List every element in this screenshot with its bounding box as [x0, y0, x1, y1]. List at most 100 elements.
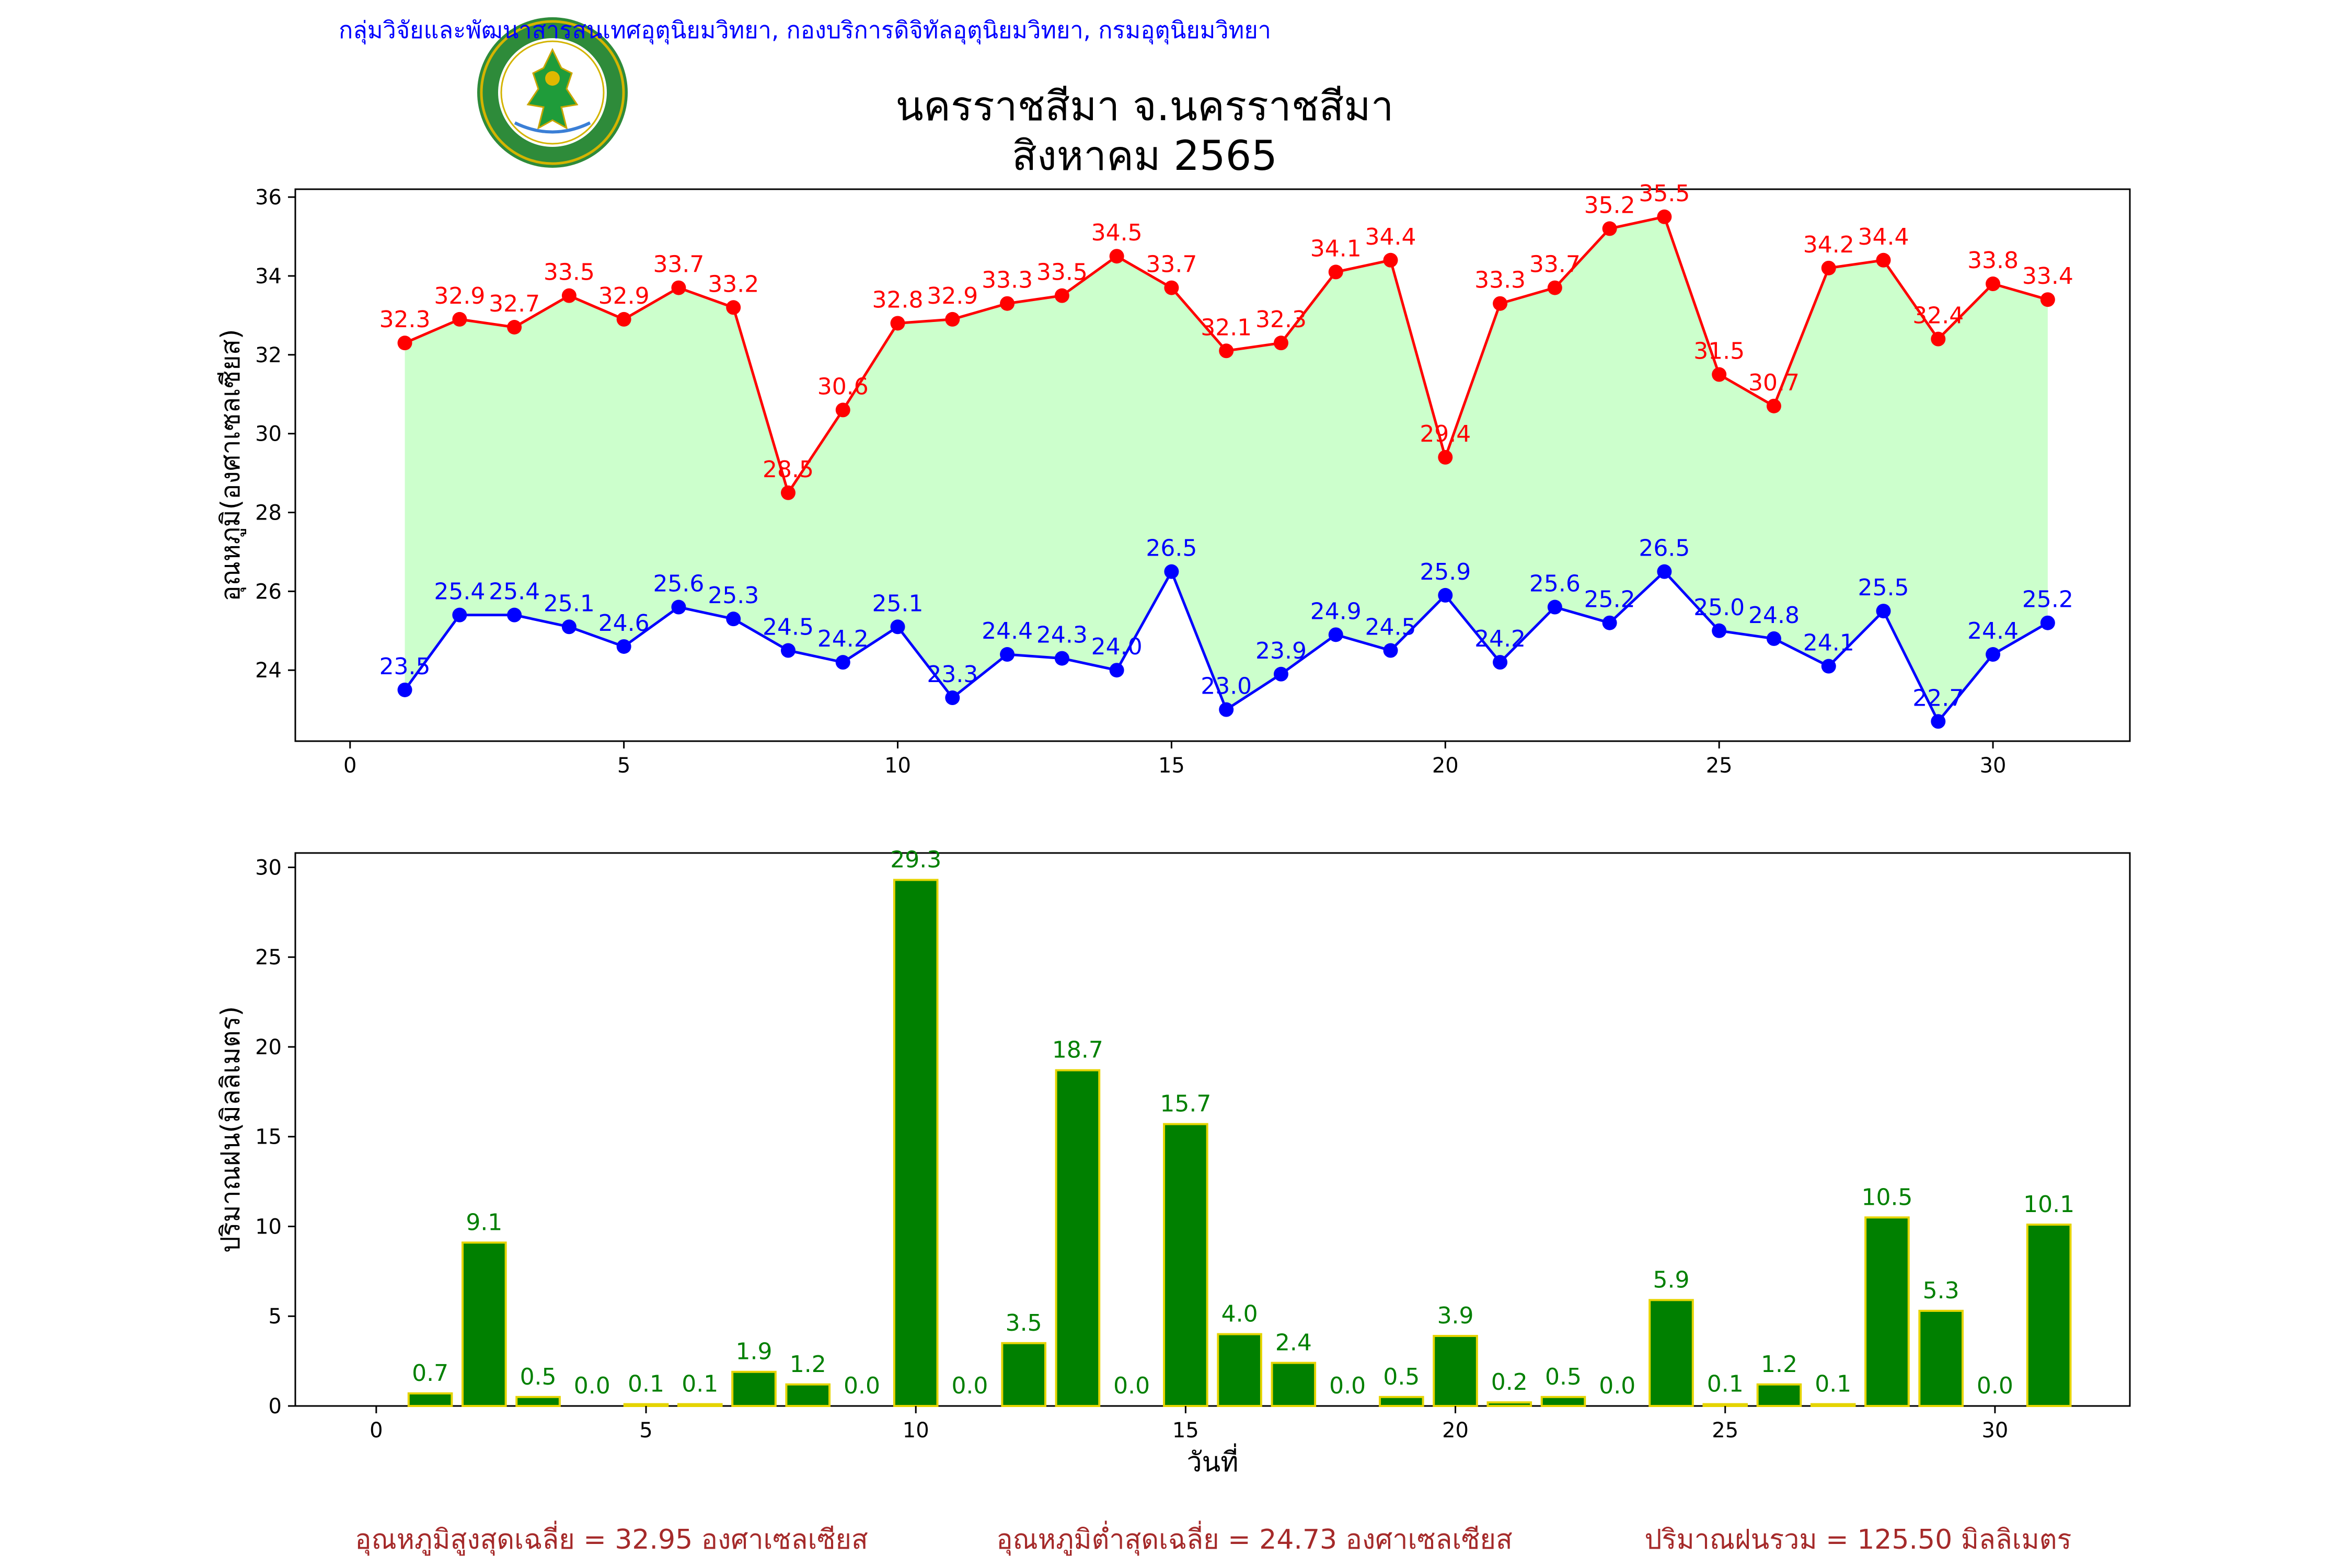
- max-temperature-point: [1931, 331, 1946, 347]
- max-temperature-label: 32.9: [598, 283, 650, 309]
- y-tick-label: 25: [255, 946, 282, 970]
- max-temperature-point: [1383, 252, 1398, 268]
- summary-avg-min: อุณหภูมิต่ำสุดเฉลี่ย = 24.73 องศาเซลเซีย…: [996, 1520, 1512, 1556]
- max-temperature-point: [1054, 288, 1069, 303]
- min-temperature-label: 25.1: [544, 590, 595, 617]
- min-temperature-label: 25.6: [1529, 571, 1581, 597]
- max-temperature-label: 33.4: [2022, 263, 2073, 290]
- max-temperature-label: 32.8: [872, 286, 924, 313]
- rainfall-bar: [1163, 1123, 1208, 1407]
- x-tick-label: 15: [1172, 1419, 1199, 1443]
- y-tick-label: 32: [255, 343, 282, 367]
- rainfall-label: 0.1: [682, 1371, 718, 1398]
- min-temperature-label: 25.9: [1420, 559, 1471, 585]
- max-temperature-label: 31.5: [1693, 338, 1745, 365]
- max-temperature-point: [507, 320, 522, 335]
- min-temperature-point: [1219, 702, 1234, 717]
- max-temperature-point: [1273, 336, 1288, 351]
- rainfall-label: 1.2: [1761, 1351, 1797, 1378]
- rainfall-label: 0.0: [1599, 1373, 1635, 1399]
- rainfall-label: 0.0: [1329, 1373, 1366, 1399]
- rainfall-bar: [677, 1403, 723, 1408]
- x-tick-label: 0: [370, 1419, 383, 1443]
- rainfall-bar: [1379, 1396, 1424, 1408]
- min-temperature-label: 25.2: [2022, 586, 2073, 613]
- rainfall-label: 3.9: [1437, 1302, 1474, 1329]
- min-temperature-point: [835, 655, 850, 670]
- max-temperature-label: 33.3: [1474, 267, 1526, 294]
- max-temperature-point: [1000, 296, 1015, 311]
- max-temperature-point: [561, 288, 577, 303]
- max-temperature-label: 33.3: [982, 267, 1033, 294]
- rainfall-bar: [1433, 1335, 1478, 1407]
- min-temperature-label: 24.4: [982, 618, 1033, 644]
- meteorological-department-logo: [477, 17, 628, 168]
- rainfall-bar: [2026, 1224, 2072, 1407]
- min-temperature-label: 24.9: [1310, 598, 1362, 625]
- rainfall-bar: [1001, 1342, 1046, 1407]
- org-line: กลุ่มวิจัยและพัฒนาสารสนเทศอุตุนิยมวิทยา,…: [339, 16, 1271, 44]
- y-tick-label: 0: [269, 1394, 282, 1419]
- min-temperature-point: [671, 599, 686, 615]
- max-temperature-label: 33.7: [653, 251, 704, 278]
- summary-avg-max: อุณหภูมิสูงสุดเฉลี่ย = 32.95 องศาเซลเซีย…: [355, 1520, 868, 1556]
- y-tick-label: 28: [255, 501, 282, 525]
- x-tick-label: 5: [617, 754, 630, 778]
- max-temperature-label: 35.2: [1584, 192, 1635, 218]
- min-temperature-label: 23.5: [379, 653, 431, 680]
- rainfall-label: 0.2: [1491, 1369, 1528, 1396]
- max-temperature-label: 33.7: [1529, 251, 1581, 278]
- min-temperature-point: [1602, 615, 1617, 630]
- rainfall-bar: [1540, 1396, 1586, 1408]
- max-temperature-label: 34.5: [1091, 220, 1143, 246]
- chart-title-line1: นครราชสีมา จ.นครราชสีมา: [896, 83, 1394, 130]
- x-tick-label: 20: [1432, 754, 1459, 778]
- rainfall-label: 1.2: [790, 1351, 826, 1378]
- rainfall-label: 0.0: [1113, 1373, 1150, 1399]
- min-temperature-point: [1766, 631, 1781, 646]
- max-temperature-point: [1986, 276, 2001, 292]
- rainfall-bar: [515, 1396, 561, 1408]
- rainfall-label: 0.5: [1383, 1364, 1420, 1390]
- rainfall-bar: [407, 1392, 453, 1408]
- rainfall-bar: [1217, 1333, 1262, 1408]
- max-temperature-label: 30.6: [817, 373, 869, 400]
- max-temperature-label: 32.7: [489, 291, 540, 317]
- y-tick-label: 10: [255, 1215, 282, 1239]
- min-temperature-label: 24.4: [1967, 618, 2019, 644]
- max-temperature-label: 30.7: [1748, 370, 1800, 396]
- max-temperature-label: 33.8: [1967, 247, 2019, 274]
- y-tick-label: 5: [269, 1305, 282, 1329]
- max-temperature-label: 32.9: [927, 283, 978, 309]
- max-temperature-label: 34.2: [1803, 232, 1854, 258]
- rainfall-bar: [462, 1241, 507, 1408]
- max-temperature-label: 33.5: [544, 259, 595, 286]
- min-temperature-label: 25.1: [872, 590, 924, 617]
- min-temperature-label: 26.5: [1146, 535, 1197, 562]
- min-temperature-label: 22.7: [1912, 685, 1964, 711]
- min-temperature-point: [452, 607, 467, 622]
- min-temperature-point: [1876, 604, 1891, 619]
- y-tick-label: 15: [255, 1125, 282, 1149]
- max-temperature-label: 34.4: [1365, 224, 1416, 250]
- min-temperature-point: [1273, 666, 1288, 682]
- rainfall-bar: [1918, 1309, 1964, 1408]
- temperature-range-fill: [405, 216, 2048, 722]
- temperature-axes-frame: [294, 188, 2131, 742]
- y-tick-label: 20: [255, 1035, 282, 1059]
- max-temperature-point: [726, 300, 741, 315]
- y-tick-label: 34: [255, 264, 282, 289]
- rainfall-bar: [1810, 1403, 1856, 1408]
- max-temperature-point: [1438, 449, 1453, 465]
- max-temperature-point: [1164, 280, 1179, 295]
- min-temperature-point: [2040, 615, 2055, 630]
- x-tick-label: 15: [1158, 754, 1185, 778]
- max-temperature-point: [1109, 249, 1124, 264]
- min-temperature-label: 24.5: [763, 614, 814, 641]
- rainfall-label: 1.9: [736, 1339, 773, 1365]
- min-temperature-point: [1712, 623, 1727, 638]
- rainfall-bar: [1702, 1403, 1748, 1408]
- min-temperature-label: 25.2: [1584, 586, 1635, 613]
- max-temperature-point: [671, 280, 686, 295]
